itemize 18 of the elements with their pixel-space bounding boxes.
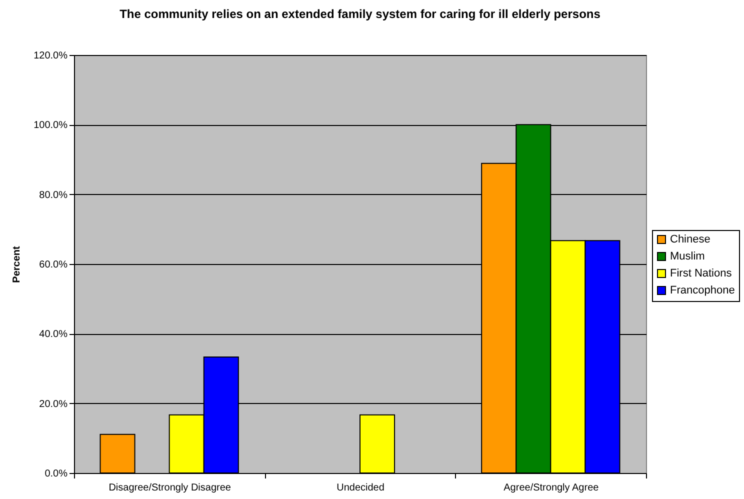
x-tick-label: Disagree/Strongly Disagree — [108, 482, 232, 494]
legend-label: Chinese — [670, 234, 710, 246]
y-tick-label: 0.0% — [44, 468, 68, 480]
y-tick-label: 100.0% — [34, 120, 68, 132]
y-axis-title: Percent — [12, 245, 23, 283]
x-tick-label: Undecided — [336, 482, 384, 494]
y-tick-label: 20.0% — [39, 398, 68, 410]
bar — [360, 414, 396, 474]
bar — [100, 434, 136, 474]
x-tick-label: Agree/Strongly Agree — [504, 482, 600, 494]
y-tick-label: 60.0% — [39, 260, 68, 270]
y-tick-label: 40.0% — [39, 329, 68, 340]
y-tick-label: 80.0% — [39, 190, 68, 201]
y-tick-label: 120.0% — [34, 50, 68, 62]
legend-label: Francophone — [670, 284, 735, 296]
legend-label: First Nations — [670, 268, 732, 280]
chart-title: The community relies on an extended family system for caring for ill elderly persons — [120, 7, 601, 21]
legend-label: Muslim — [670, 250, 705, 262]
